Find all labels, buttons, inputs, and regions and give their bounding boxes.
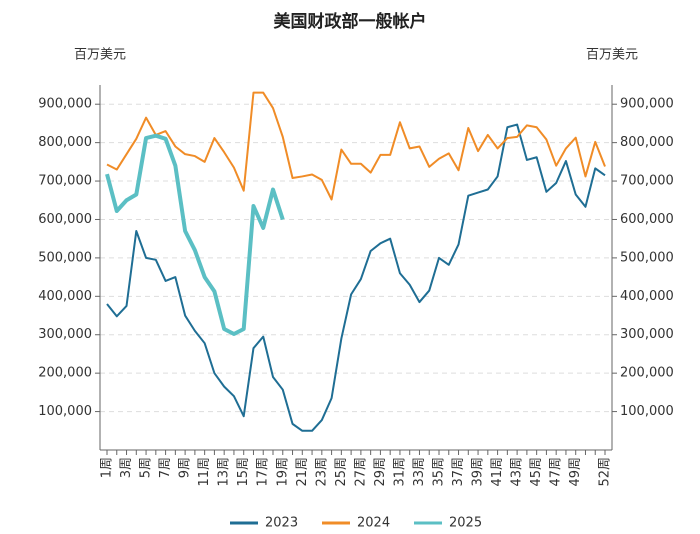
x-tick-label: 47周 — [549, 457, 564, 487]
x-tick-label: 19周 — [275, 457, 290, 487]
legend-label: 2025 — [449, 516, 482, 531]
x-tick-label: 29周 — [373, 457, 388, 487]
x-tick-label: 31周 — [392, 457, 407, 487]
x-tick-label: 43周 — [510, 457, 525, 487]
series-line — [105, 133, 285, 336]
y2-tick-label: 900,000 — [620, 97, 674, 112]
series-line — [106, 123, 606, 432]
y2-tick-label: 300,000 — [620, 327, 674, 342]
x-tick-label: 23周 — [314, 457, 329, 487]
legend-label: 2024 — [357, 516, 390, 531]
y2-tick-label: 500,000 — [620, 250, 674, 265]
x-tick-label: 1周 — [100, 457, 115, 478]
x-tick-label: 25周 — [334, 457, 349, 487]
y-tick-label: 800,000 — [38, 135, 92, 150]
y2-tick-label: 400,000 — [620, 289, 674, 304]
legend-label: 2023 — [265, 516, 298, 531]
x-tick-label: 39周 — [471, 457, 486, 487]
x-tick-label: 15周 — [236, 457, 251, 487]
x-tick-label: 21周 — [295, 457, 310, 487]
y2-axis-label: 百万美元 — [586, 48, 638, 63]
x-tick-label: 37周 — [451, 457, 466, 487]
y-tick-label: 700,000 — [38, 174, 92, 189]
y-tick-label: 300,000 — [38, 327, 92, 342]
y-tick-label: 500,000 — [38, 250, 92, 265]
x-tick-label: 41周 — [490, 457, 505, 487]
y2-tick-label: 600,000 — [620, 212, 674, 227]
x-tick-label: 9周 — [178, 457, 193, 478]
x-tick-label: 27周 — [353, 457, 368, 487]
y-tick-label: 400,000 — [38, 289, 92, 304]
x-tick-label: 45周 — [529, 457, 544, 487]
y-tick-label: 100,000 — [38, 404, 92, 419]
y2-tick-label: 100,000 — [620, 404, 674, 419]
x-tick-label: 3周 — [119, 457, 134, 478]
y2-tick-label: 700,000 — [620, 174, 674, 189]
x-tick-label: 17周 — [256, 457, 271, 487]
x-tick-label: 11周 — [197, 457, 212, 487]
x-tick-label: 33周 — [412, 457, 427, 487]
y2-tick-label: 800,000 — [620, 135, 674, 150]
x-tick-label: 7周 — [158, 457, 173, 478]
x-tick-label: 52周 — [598, 457, 613, 487]
y-axis-label: 百万美元 — [74, 48, 126, 63]
y2-tick-label: 200,000 — [620, 366, 674, 381]
x-tick-label: 5周 — [139, 457, 154, 478]
chart-title: 美国财政部一般帐户 — [274, 11, 427, 32]
series-line — [106, 91, 606, 201]
y-tick-label: 200,000 — [38, 366, 92, 381]
x-tick-label: 35周 — [432, 457, 447, 487]
y-tick-label: 900,000 — [38, 97, 92, 112]
y-tick-label: 600,000 — [38, 212, 92, 227]
x-tick-label: 13周 — [217, 457, 232, 487]
x-tick-label: 49周 — [568, 457, 583, 487]
